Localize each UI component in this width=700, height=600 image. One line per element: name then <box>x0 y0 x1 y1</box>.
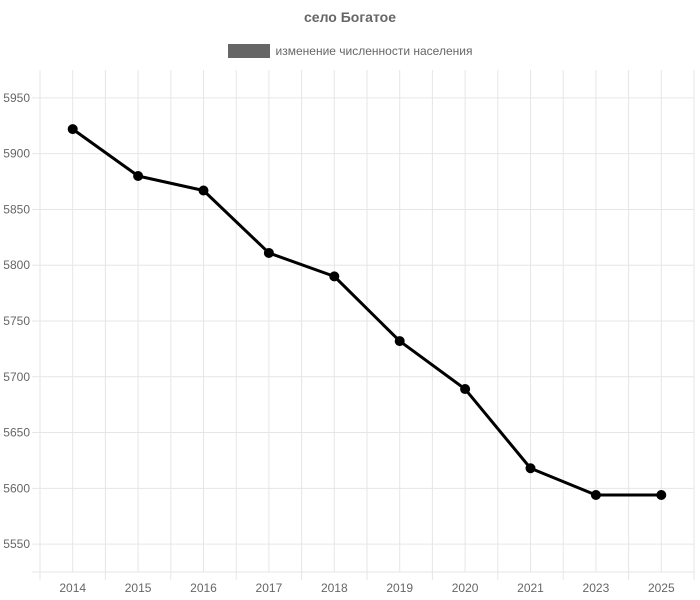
x-tick-label: 2023 <box>583 581 610 595</box>
chart-title: село Богатое <box>304 9 396 25</box>
x-tick-label: 2025 <box>648 581 675 595</box>
y-tick-label: 5800 <box>3 258 30 272</box>
x-tick-label: 2021 <box>517 581 544 595</box>
x-tick-label: 2019 <box>386 581 413 595</box>
y-tick-label: 5850 <box>3 202 30 216</box>
x-tick-label: 2014 <box>59 581 86 595</box>
data-point <box>656 490 667 501</box>
y-tick-label: 5900 <box>3 147 30 161</box>
data-point <box>590 490 601 501</box>
x-tick-label: 2016 <box>190 581 217 595</box>
x-tick-label: 2018 <box>321 581 348 595</box>
y-tick-label: 5700 <box>3 370 30 384</box>
data-point <box>525 463 536 474</box>
series-line <box>71 127 662 497</box>
data-point <box>394 336 405 347</box>
data-point <box>67 124 78 135</box>
legend-swatch <box>227 44 270 58</box>
data-point <box>460 384 471 395</box>
x-tick-label: 2015 <box>125 581 152 595</box>
x-tick-label: 2020 <box>452 581 479 595</box>
x-tick-label: 2017 <box>256 581 283 595</box>
legend[interactable]: изменение численности населения <box>0 44 700 58</box>
data-point <box>263 247 274 258</box>
y-tick-label: 5600 <box>3 481 30 495</box>
data-point <box>198 185 209 196</box>
data-point <box>133 170 144 181</box>
y-tick-label: 5950 <box>3 91 30 105</box>
legend-label: изменение численности населения <box>275 44 473 58</box>
y-tick-label: 5750 <box>3 314 30 328</box>
y-tick-label: 5550 <box>3 537 30 551</box>
data-point <box>329 271 340 282</box>
y-tick-label: 5650 <box>3 426 30 440</box>
